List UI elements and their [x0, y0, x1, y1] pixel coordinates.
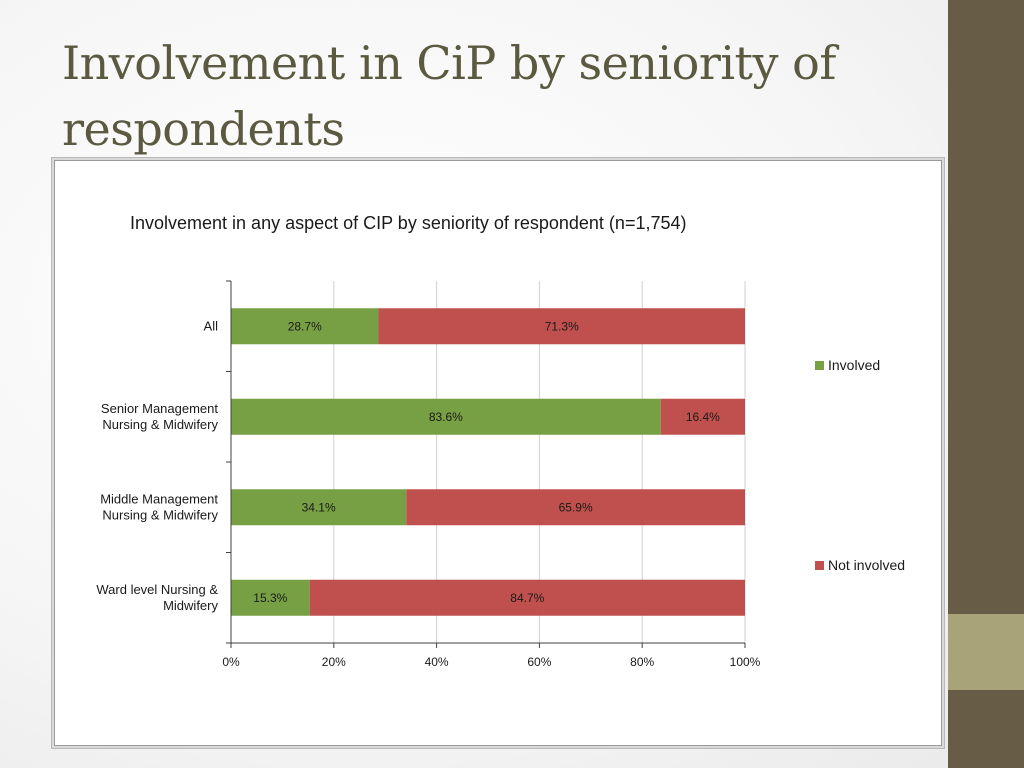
bar-not-involved — [378, 308, 745, 345]
x-tick-label: 0% — [222, 655, 240, 669]
legend-swatch-involved — [815, 361, 824, 370]
bar-not-involved — [406, 489, 745, 526]
x-tick-label: 80% — [630, 655, 654, 669]
chart-title: Involvement in any aspect of CIP by seni… — [130, 213, 687, 233]
x-tick-label: 40% — [425, 655, 449, 669]
stacked-bar-chart: Involvement in any aspect of CIP by seni… — [96, 213, 905, 669]
x-tick-label: 20% — [322, 655, 346, 669]
slide-title: Involvement in CiP by seniority of respo… — [62, 36, 836, 156]
side-bar-light-band — [948, 614, 1024, 690]
bar-involved — [231, 398, 661, 435]
decorative-side-bar — [948, 0, 1024, 768]
data-label: 71.3% — [545, 319, 579, 333]
category-label: Midwifery — [163, 598, 218, 613]
chart-frame: Involvement in any aspect of CIP by seni… — [54, 160, 942, 746]
data-label: 65.9% — [559, 500, 593, 514]
bar-involved — [231, 489, 407, 526]
data-label: 83.6% — [429, 410, 463, 424]
x-tick-label: 60% — [527, 655, 551, 669]
data-label: 16.4% — [686, 410, 720, 424]
category-label: Ward level Nursing & — [96, 582, 218, 597]
legend-swatch-not-involved — [815, 561, 824, 570]
category-label: Nursing & Midwifery — [102, 417, 218, 432]
x-tick-label: 100% — [730, 655, 761, 669]
legend-label-not-involved: Not involved — [828, 557, 905, 573]
data-label: 84.7% — [510, 591, 544, 605]
category-label: Nursing & Midwifery — [102, 507, 218, 522]
data-label: 28.7% — [288, 319, 322, 333]
bar-not-involved — [660, 398, 745, 435]
data-label: 15.3% — [253, 591, 287, 605]
category-label: All — [204, 318, 219, 333]
category-label: Middle Management — [100, 491, 218, 506]
bar-involved — [231, 579, 310, 616]
category-label: Senior Management — [101, 401, 218, 416]
bar-not-involved — [309, 579, 745, 616]
bar-involved — [231, 308, 379, 345]
legend-label-involved: Involved — [828, 357, 880, 373]
data-label: 34.1% — [302, 500, 336, 514]
